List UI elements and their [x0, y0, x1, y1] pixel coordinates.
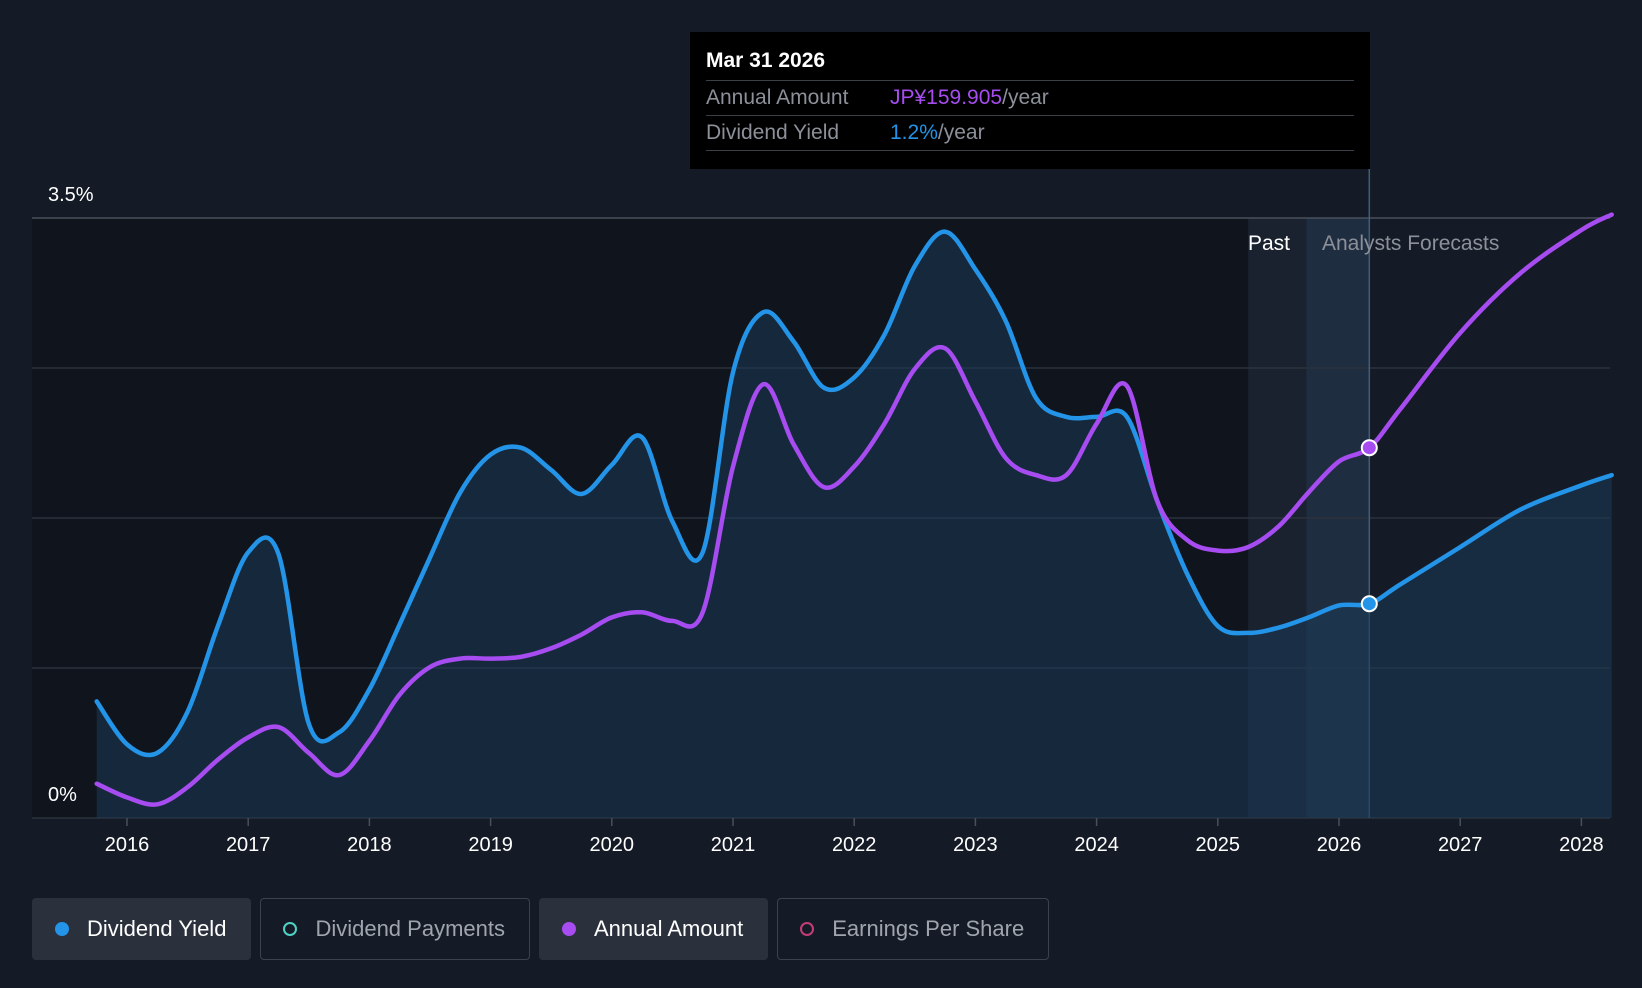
- tooltip-row-dividend-yield: Dividend Yield 1.2% /year: [706, 116, 1354, 151]
- tooltip-key: Annual Amount: [706, 86, 849, 109]
- y-tick-label-max: 3.5%: [48, 184, 94, 206]
- tooltip-unit: /year: [937, 121, 985, 144]
- tooltip-date: Mar 31 2026: [706, 46, 1354, 81]
- annual-amount-line: [94, 212, 1614, 807]
- legend-label: Dividend Yield: [87, 916, 227, 941]
- ring-dot-icon: [283, 922, 298, 936]
- x-tick-label: 2028: [1559, 834, 1604, 856]
- x-tick-label: 2018: [347, 834, 392, 856]
- x-tick-label: 2017: [226, 834, 271, 856]
- dividend-yield-area: [96, 231, 1612, 819]
- past-region-label: Past: [1248, 232, 1290, 255]
- ring-dot-icon: [800, 922, 815, 936]
- forecast-region-label: Analysts Forecasts: [1322, 232, 1499, 255]
- x-tick-label: 2023: [953, 834, 998, 856]
- annual-amount-marker: [1360, 439, 1378, 457]
- legend-label: Annual Amount: [593, 916, 744, 941]
- x-tick-label: 2024: [1074, 834, 1119, 856]
- dividend-yield-line: [94, 229, 1614, 758]
- legend-toggle-dividend-yield[interactable]: Dividend Yield: [32, 898, 252, 960]
- tooltip-value: 1.2%: [890, 121, 938, 144]
- chart-tooltip: Mar 31 2026 Annual Amount JP¥159.905 /ye…: [690, 32, 1370, 169]
- x-tick-label: 2027: [1438, 834, 1483, 856]
- x-tick-label: 2025: [1196, 834, 1241, 856]
- legend-toggle-dividend-payments[interactable]: Dividend Payments: [260, 898, 530, 960]
- x-tick-label: 2016: [105, 834, 150, 856]
- x-tick-label: 2021: [711, 834, 756, 856]
- tooltip-row-annual-amount: Annual Amount JP¥159.905 /year: [706, 81, 1354, 116]
- tooltip-key: Dividend Yield: [706, 121, 840, 144]
- legend-label: Dividend Payments: [315, 916, 505, 941]
- filled-dot-icon: [561, 922, 576, 936]
- dividend-yield-marker: [1360, 595, 1378, 613]
- legend-label: Earnings Per Share: [832, 916, 1025, 941]
- x-tick-label: 2020: [590, 834, 635, 856]
- tooltip-unit: /year: [1002, 86, 1049, 109]
- x-tick-label: 2026: [1317, 834, 1362, 856]
- legend-toggle-earnings-per-share[interactable]: Earnings Per Share: [777, 898, 1050, 960]
- tooltip-value: JP¥159.905: [890, 86, 1003, 109]
- filled-dot-icon: [55, 922, 69, 936]
- x-tick-label: 2022: [832, 834, 877, 856]
- legend-toggle-annual-amount[interactable]: Annual Amount: [538, 898, 769, 960]
- chart-legend: Dividend Yield Dividend Payments Annual …: [32, 898, 1050, 960]
- x-tick-label: 2019: [468, 834, 513, 856]
- y-tick-label-min: 0%: [48, 784, 77, 806]
